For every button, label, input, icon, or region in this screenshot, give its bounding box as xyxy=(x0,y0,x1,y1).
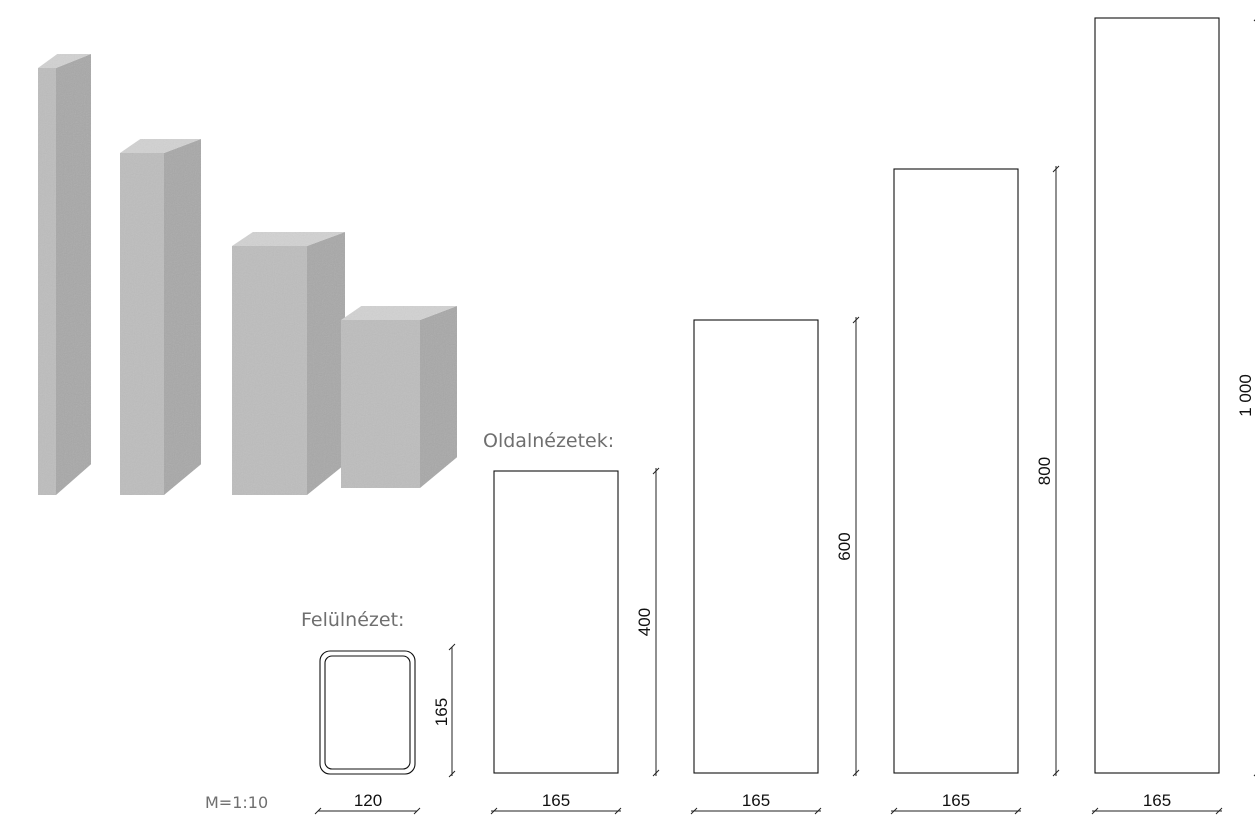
top-view: 165 120 xyxy=(314,643,456,815)
top-view-depth-tick-bottom xyxy=(448,770,456,778)
side-view-outline xyxy=(1094,17,1220,774)
stone-post-top-face xyxy=(341,306,457,320)
stone-post-top-face xyxy=(232,232,345,246)
stone-post-side-face xyxy=(420,306,457,488)
top-view-heading: Felülnézet: xyxy=(301,609,404,631)
stone-post-front-face xyxy=(38,68,56,495)
height-dim-tick-bottom xyxy=(1052,769,1060,777)
side-view-2: 600 165 xyxy=(690,316,860,815)
stone-post-3 xyxy=(232,232,345,495)
height-dim-tick-bottom xyxy=(852,769,860,777)
width-dim-label: 165 xyxy=(942,791,970,810)
side-views-heading: Oldalnézetek: xyxy=(483,430,614,452)
top-view-inner-outline xyxy=(324,655,411,770)
top-view-depth-label: 165 xyxy=(432,698,451,726)
top-view-outer-outline xyxy=(319,650,416,775)
width-dim-tick-right xyxy=(1014,807,1022,815)
stone-post-2 xyxy=(120,139,201,495)
side-view-4: 1 000 165 xyxy=(1091,17,1255,815)
width-dim-tick-left xyxy=(890,807,898,815)
height-dim-tick-bottom xyxy=(652,769,660,777)
height-dim-tick-top xyxy=(852,316,860,324)
height-dim-label: 1 000 xyxy=(1236,374,1255,417)
stone-posts-illustration xyxy=(38,54,457,495)
side-view-1: 400 165 xyxy=(490,467,660,815)
stone-post-4 xyxy=(341,306,457,488)
top-view-depth-tick-top xyxy=(448,643,456,651)
stone-post-side-face xyxy=(307,232,345,495)
side-views: 400 165 600 165 800 165 1 000 165 xyxy=(490,17,1255,815)
stone-post-top-face xyxy=(38,54,91,68)
width-dim-tick-right xyxy=(814,807,822,815)
width-dim-tick-left xyxy=(690,807,698,815)
top-view-width-label: 120 xyxy=(354,791,382,810)
stone-post-side-face xyxy=(56,54,91,495)
height-dim-label: 600 xyxy=(835,532,854,560)
stone-post-front-face xyxy=(232,246,307,495)
width-dim-label: 165 xyxy=(542,791,570,810)
side-view-outline xyxy=(493,470,619,774)
height-dim-tick-top xyxy=(652,467,660,475)
width-dim-label: 165 xyxy=(1143,791,1171,810)
side-view-outline xyxy=(893,168,1019,774)
stone-post-side-face xyxy=(164,139,201,495)
stone-post-front-face xyxy=(341,320,420,488)
width-dim-tick-right xyxy=(614,807,622,815)
height-dim-label: 800 xyxy=(1035,457,1054,485)
top-view-width-tick-right xyxy=(413,807,421,815)
width-dim-tick-left xyxy=(1091,807,1099,815)
stone-post-1 xyxy=(38,54,91,495)
height-dim-label: 400 xyxy=(635,608,654,636)
width-dim-tick-right xyxy=(1215,807,1223,815)
top-view-width-tick-left xyxy=(314,807,322,815)
width-dim-label: 165 xyxy=(742,791,770,810)
stone-post-front-face xyxy=(120,153,164,495)
width-dim-tick-left xyxy=(490,807,498,815)
stone-post-top-face xyxy=(120,139,201,153)
height-dim-tick-top xyxy=(1052,165,1060,173)
side-view-outline xyxy=(693,319,819,774)
side-view-3: 800 165 xyxy=(890,165,1060,815)
scale-label: M=1:10 xyxy=(205,793,268,812)
